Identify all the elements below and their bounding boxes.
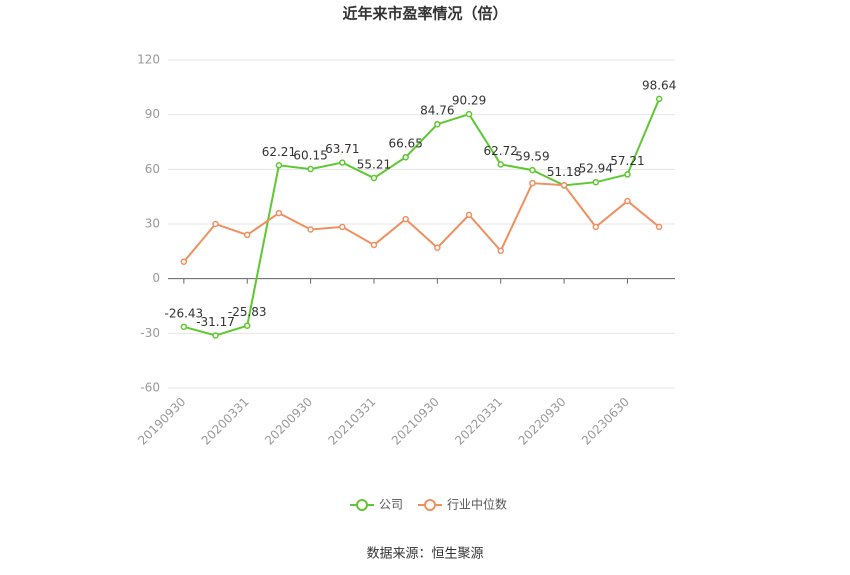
x-tick-label: 20220331	[452, 395, 505, 448]
point	[465, 211, 473, 219]
legend-label: 行业中位数	[447, 497, 507, 512]
point	[655, 223, 663, 231]
point	[560, 181, 568, 189]
y-tick-label: -60	[140, 381, 160, 395]
point	[465, 110, 473, 118]
point	[624, 171, 631, 178]
legend-marker	[356, 499, 368, 511]
point	[275, 162, 283, 169]
point	[370, 241, 378, 249]
data-label: 52.94	[579, 162, 613, 176]
x-tick-label: 20200930	[262, 395, 315, 448]
point	[212, 220, 219, 228]
y-tick-label: 0	[152, 271, 160, 285]
data-label: -26.43	[165, 306, 204, 320]
line	[183, 98, 661, 337]
data-label: 63.71	[325, 142, 359, 156]
point	[402, 215, 409, 223]
data-label: 84.76	[420, 104, 454, 118]
data-label: 98.64	[642, 78, 676, 92]
x-tick-label: 20210930	[389, 395, 442, 448]
data-label: 90.29	[452, 94, 486, 108]
line	[183, 182, 660, 263]
data-label: 60.15	[293, 149, 327, 163]
point	[497, 247, 504, 255]
point	[307, 165, 314, 173]
data-label: 62.21	[262, 145, 296, 159]
point	[497, 161, 504, 168]
point	[307, 226, 314, 233]
point	[529, 179, 536, 187]
point	[655, 95, 663, 103]
data-label: 62.72	[484, 144, 518, 158]
point	[624, 197, 631, 205]
data-label: 55.21	[357, 158, 391, 172]
x-tick-label: 20190930	[135, 395, 188, 448]
point	[434, 120, 441, 128]
x-tick-label: 20210331	[325, 395, 378, 448]
x-tick-label: 20200331	[199, 395, 252, 448]
point	[339, 159, 346, 166]
point	[402, 153, 409, 161]
x-tick-label: 20220930	[516, 395, 569, 448]
data-label: -25.83	[228, 305, 267, 319]
point	[180, 258, 188, 265]
data-label: -31.17	[196, 315, 235, 329]
y-tick-label: 60	[145, 162, 160, 176]
point	[275, 209, 283, 217]
y-tick-label: 90	[145, 107, 160, 121]
y-tick-label: -30	[140, 326, 160, 340]
point	[243, 322, 251, 329]
data-label: 59.59	[515, 150, 549, 164]
point	[339, 223, 346, 231]
legend-label: 公司	[379, 498, 403, 512]
chart-title: 近年来市盈率情况（倍）	[342, 5, 507, 23]
point	[434, 244, 441, 251]
y-tick-label: 30	[145, 217, 160, 231]
point	[529, 166, 536, 174]
point	[212, 332, 219, 339]
point	[592, 223, 600, 231]
source: 数据来源：恒生聚源	[366, 547, 483, 562]
legend-marker	[424, 499, 436, 511]
x-tick-label: 20230630	[579, 395, 632, 448]
data-label: 57.21	[610, 154, 644, 168]
point	[243, 231, 251, 239]
point	[180, 323, 188, 331]
data-label: 51.18	[547, 165, 581, 179]
data-label: 66.65	[388, 137, 422, 151]
y-tick-label: 120	[137, 53, 160, 67]
point	[592, 178, 600, 186]
point	[370, 174, 378, 182]
